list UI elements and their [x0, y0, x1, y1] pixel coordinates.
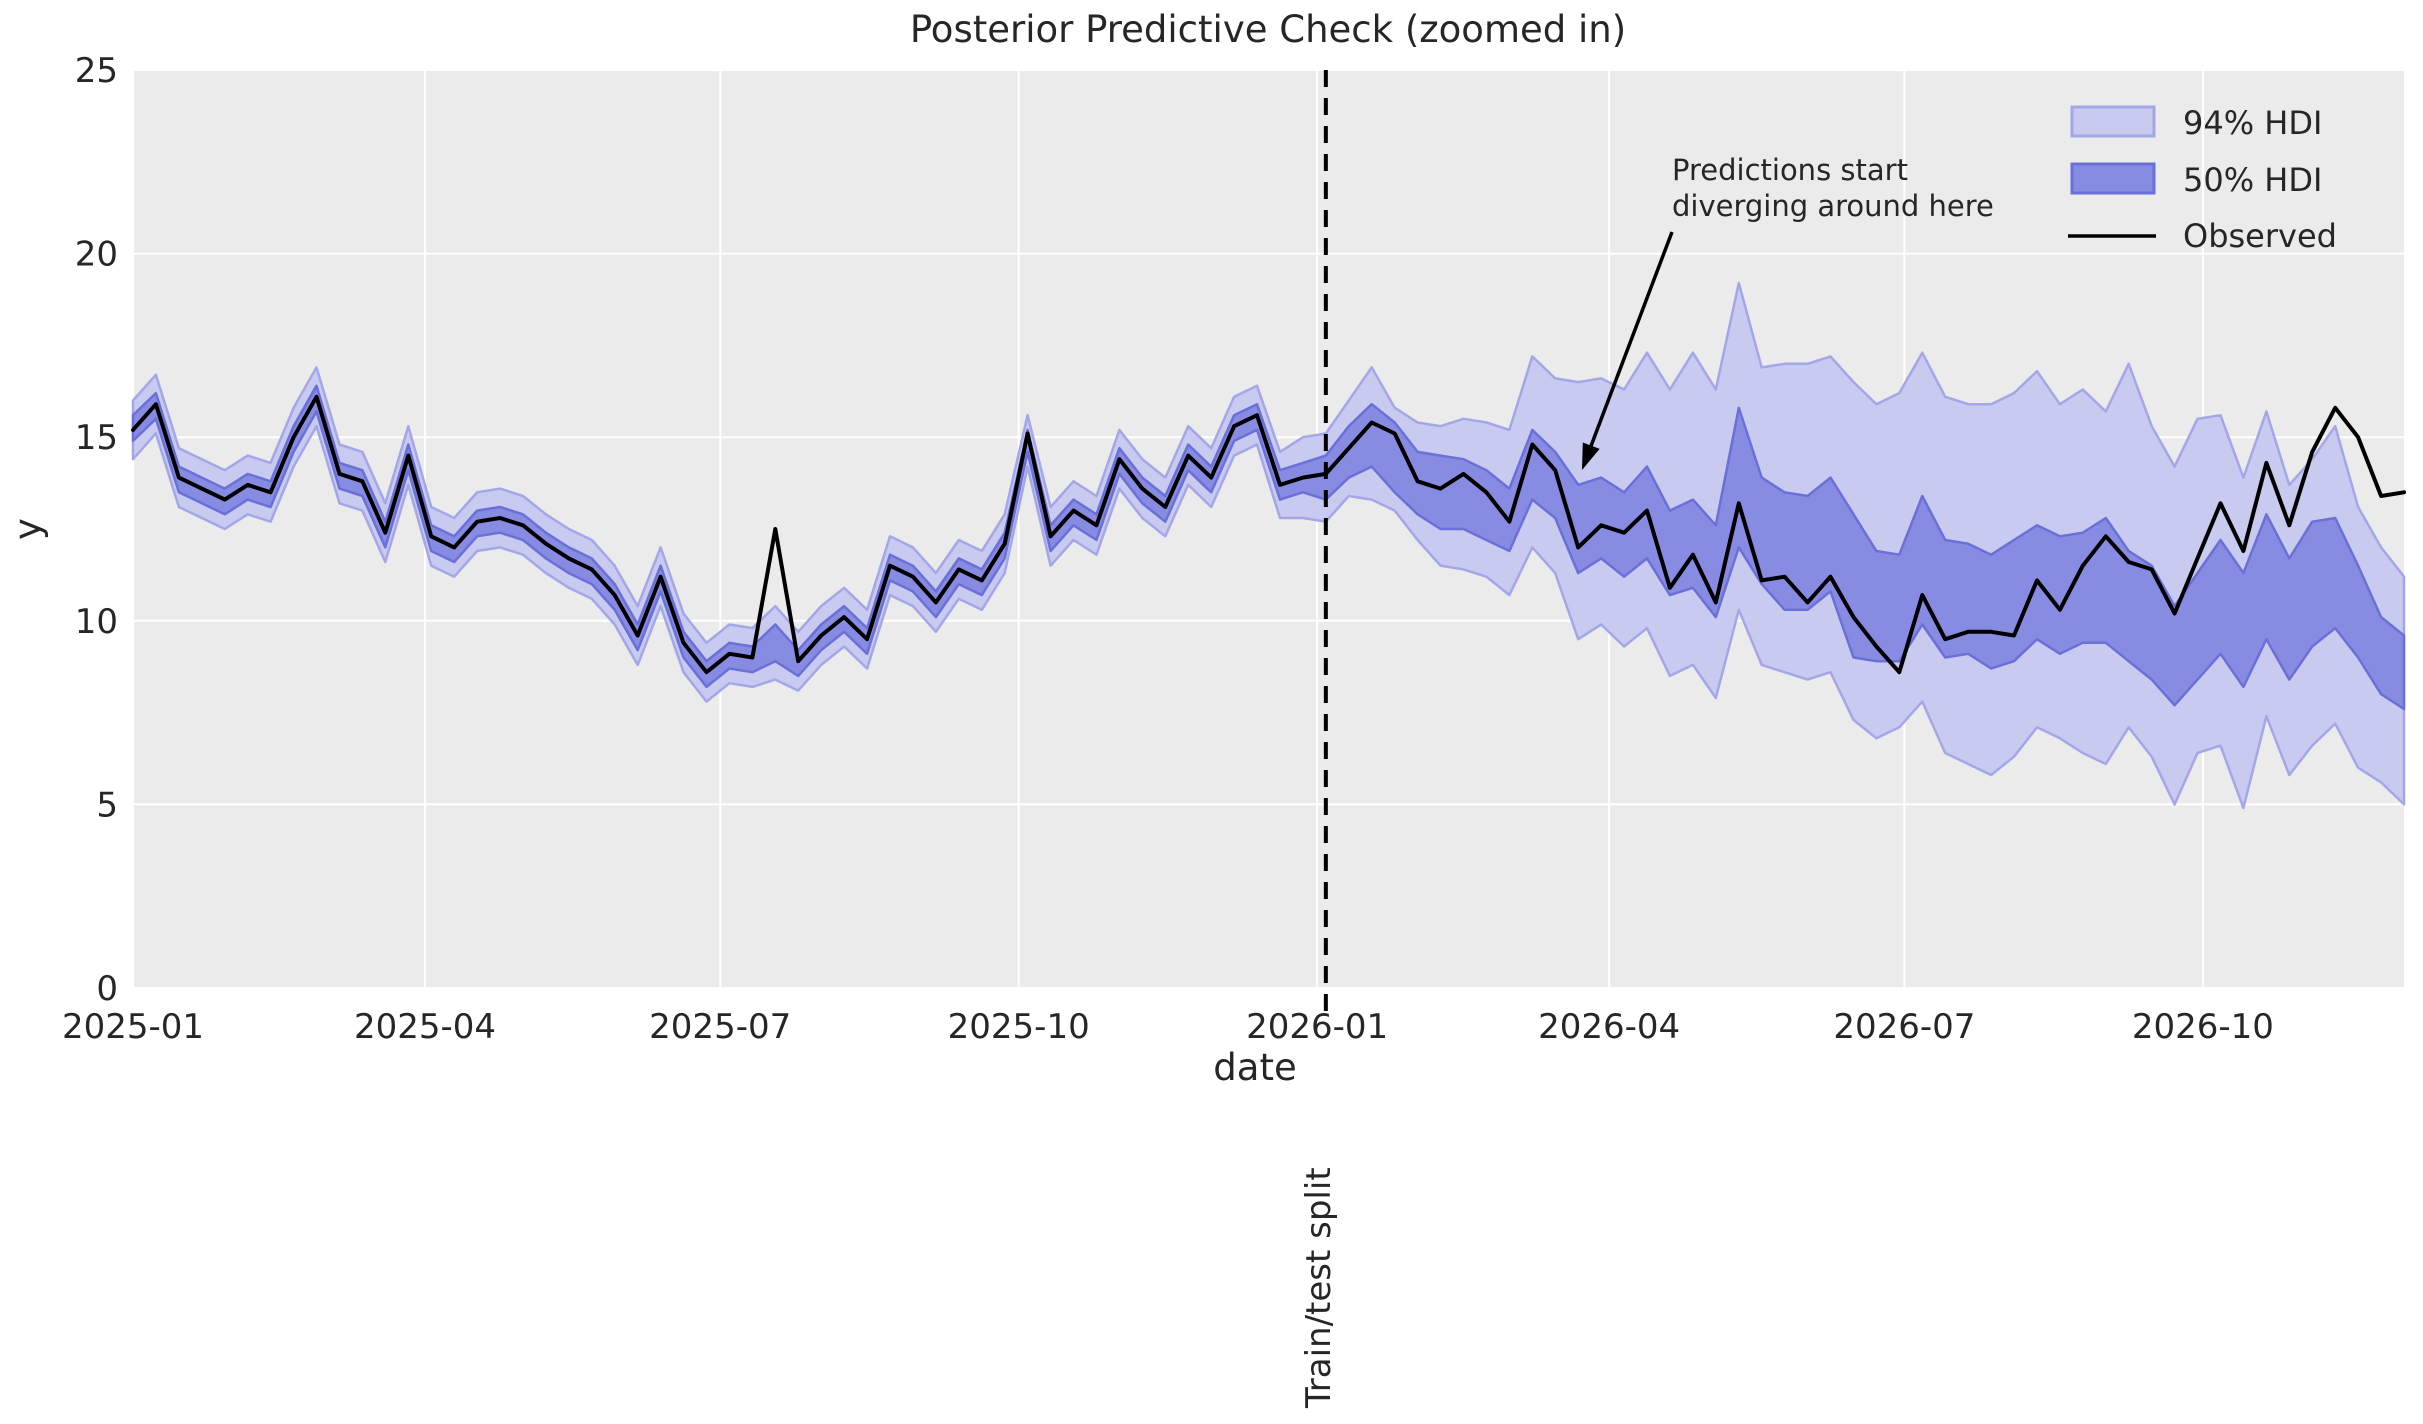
train-test-split-label: Train/test split [1299, 1167, 1339, 1409]
y-tick-label: 0 [96, 969, 118, 1009]
x-tick-label: 2025-01 [62, 1007, 204, 1047]
y-tick-label: 25 [75, 51, 118, 91]
x-tick-label: 2026-01 [1246, 1007, 1388, 1047]
gridlines [132, 69, 2404, 989]
x-tick-labels: 2025-01 2025-04 2025-07 2025-10 2026-01 2026-… [62, 1007, 2274, 1047]
legend-swatch-94-hdi [2070, 105, 2156, 138]
x-tick-label: 2025-07 [649, 1007, 791, 1047]
annotation-text-line1: Predictions start [1672, 153, 1908, 187]
annotation-arrow [1582, 231, 1674, 470]
legend-swatch-50-hdi [2070, 162, 2156, 195]
legend: 94% HDI 50% HDI Observed [2068, 104, 2337, 255]
y-tick-label: 20 [75, 235, 118, 275]
y-tick-labels: 0 5 10 15 20 25 [75, 51, 118, 1009]
x-tick-label: 2025-10 [948, 1007, 1090, 1047]
legend-label-50-hdi: 50% HDI [2183, 161, 2322, 199]
y-tick-label: 10 [75, 602, 118, 642]
y-axis-label: y [6, 518, 49, 540]
legend-label-94-hdi: 94% HDI [2183, 104, 2322, 142]
chart-title: Posterior Predictive Check (zoomed in) [910, 8, 1626, 51]
observed-line [131, 394, 2406, 675]
x-tick-label: 2026-04 [1538, 1007, 1680, 1047]
annotation-text-line2: diverging around here [1672, 189, 1994, 223]
x-axis-label: date [1213, 1046, 1296, 1089]
y-tick-label: 15 [75, 418, 118, 458]
x-tick-label: 2026-10 [2132, 1007, 2274, 1047]
x-tick-label: 2026-07 [1833, 1007, 1975, 1047]
legend-label-observed: Observed [2183, 217, 2337, 255]
x-tick-label: 2025-04 [354, 1007, 496, 1047]
y-tick-label: 5 [96, 785, 118, 825]
